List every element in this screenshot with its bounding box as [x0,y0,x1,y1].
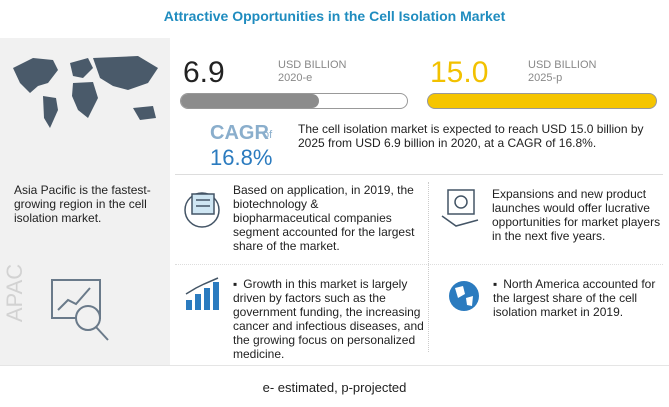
globe-icon [449,281,479,311]
analytics-icon [51,279,109,341]
current-value: 6.9 [183,56,225,89]
cagr-value: 16.8% [210,145,273,170]
growth-icon [185,277,219,310]
forecast-label: 2025-p [528,72,563,84]
divider [175,174,663,175]
current-bar [180,93,408,109]
summary: The cell isolation market is expected to… [298,122,644,150]
insight: Based on application, in 2019, the biote… [233,183,415,253]
divider [428,182,429,352]
insight: Growth in this market is largely driven … [233,277,425,361]
region-text: Asia Pacific is the fastest-growing regi… [14,183,151,225]
cagr-label: CAGR [210,122,269,144]
forecast-value: 15.0 [430,56,489,89]
divider [175,264,663,265]
current-label: 2020-e [278,72,313,84]
insight: North America accounted for the largest … [493,277,665,319]
current-unit: USD BILLION [278,59,347,71]
region-name: APAC [2,263,28,323]
money-icon [441,189,479,227]
insight: Expansions and new product launches woul… [492,187,661,243]
footer: e- estimated, p-projected [262,380,407,395]
application-icon [184,192,220,228]
forecast-bar [427,93,657,109]
cagr-of: of [263,129,273,141]
title: Attractive Opportunities in the Cell Iso… [163,8,506,24]
world-map [13,56,158,128]
forecast-unit: USD BILLION [528,59,597,71]
